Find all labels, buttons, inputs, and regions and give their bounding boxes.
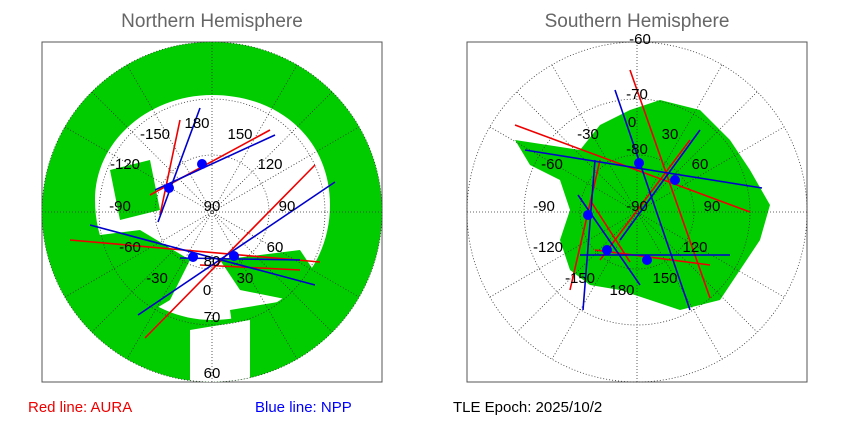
grid-label: 60 bbox=[267, 239, 284, 256]
grid-label: 60 bbox=[692, 156, 709, 173]
panel-title: Southern Hemisphere bbox=[545, 11, 730, 32]
grid-label: 30 bbox=[237, 270, 254, 287]
south-panel: Southern Hemisphere -60 -70 0 -30 30 -80… bbox=[466, 11, 808, 383]
tracks bbox=[514, 69, 763, 311]
grid-label: -90 bbox=[533, 198, 555, 215]
grid-label: -80 bbox=[626, 141, 648, 158]
grid-label: -120 bbox=[110, 156, 140, 173]
grid-label: 70 bbox=[204, 309, 221, 326]
grid-label: 30 bbox=[662, 126, 679, 143]
grid-label: 90 bbox=[204, 198, 221, 215]
grid-label: 120 bbox=[682, 239, 707, 256]
grid-label: 60 bbox=[204, 365, 221, 382]
land bbox=[42, 42, 382, 382]
grid-label: 120 bbox=[257, 156, 282, 173]
grid-label: 180 bbox=[609, 282, 634, 299]
tle-epoch: TLE Epoch: 2025/10/2 bbox=[453, 399, 602, 416]
grid-label: 0 bbox=[628, 114, 636, 131]
grid-label: -150 bbox=[565, 270, 595, 287]
grid-label: 150 bbox=[227, 126, 252, 143]
tracks bbox=[69, 107, 336, 339]
grid-label: -70 bbox=[626, 86, 648, 103]
legend-npp: Blue line: NPP bbox=[255, 399, 352, 416]
land bbox=[515, 100, 770, 310]
grid-label: 150 bbox=[652, 270, 677, 287]
north-panel: Northern Hemisphere 180 -150 150 -120 12 bbox=[41, 11, 383, 383]
grid-label: 0 bbox=[203, 282, 211, 299]
legend-aura: Red line: AURA bbox=[28, 399, 132, 416]
grid-label: 180 bbox=[184, 115, 209, 132]
grid-label: -60 bbox=[629, 31, 651, 48]
grid-label: -30 bbox=[146, 270, 168, 287]
grid-label: -60 bbox=[541, 156, 563, 173]
grid-label: -150 bbox=[140, 126, 170, 143]
panel-title: Northern Hemisphere bbox=[121, 11, 303, 32]
grid-label: 90 bbox=[704, 198, 721, 215]
grid-label: -90 bbox=[626, 198, 648, 215]
grid-label: -120 bbox=[533, 239, 563, 256]
grid-label: -60 bbox=[119, 239, 141, 256]
grid-label: 90 bbox=[279, 198, 296, 215]
grid-label: 80 bbox=[204, 253, 221, 270]
grid-label: -90 bbox=[109, 198, 131, 215]
grid-label: -30 bbox=[577, 126, 599, 143]
